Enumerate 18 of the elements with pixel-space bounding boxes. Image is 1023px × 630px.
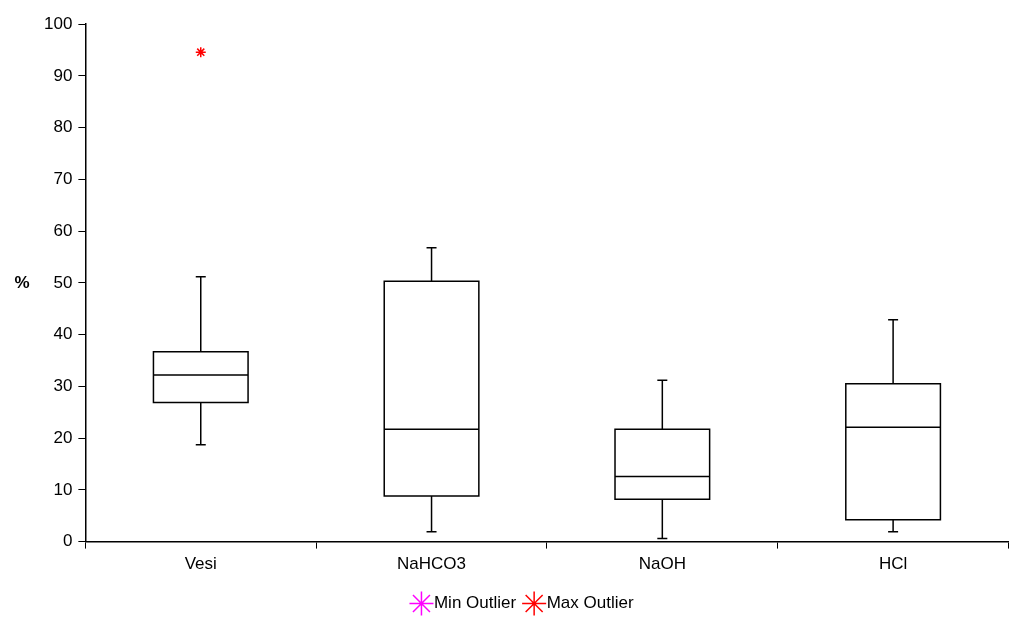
y-tick-label: 50 bbox=[53, 272, 73, 292]
x-tick-label: Vesi bbox=[184, 554, 217, 574]
y-tick-label: 80 bbox=[53, 117, 73, 137]
y-axis-title: % bbox=[14, 272, 30, 292]
x-tick-label: NaHCO3 bbox=[397, 554, 467, 574]
y-tick-label: 20 bbox=[53, 427, 73, 447]
y-tick-label: 90 bbox=[53, 65, 73, 85]
y-tick-label: 10 bbox=[53, 479, 73, 499]
legend-label: Max Outlier bbox=[546, 593, 634, 613]
y-tick-label: 60 bbox=[53, 220, 73, 240]
y-tick-label: 100 bbox=[43, 13, 73, 33]
y-tick-label: 70 bbox=[53, 169, 73, 189]
y-tick-label: 30 bbox=[53, 376, 73, 396]
y-tick-label: 40 bbox=[53, 324, 73, 344]
x-tick-label: NaOH bbox=[638, 554, 686, 574]
legend-label: Min Outlier bbox=[433, 593, 517, 613]
y-tick-label: 0 bbox=[62, 531, 73, 551]
x-tick-label: HCl bbox=[878, 554, 908, 574]
